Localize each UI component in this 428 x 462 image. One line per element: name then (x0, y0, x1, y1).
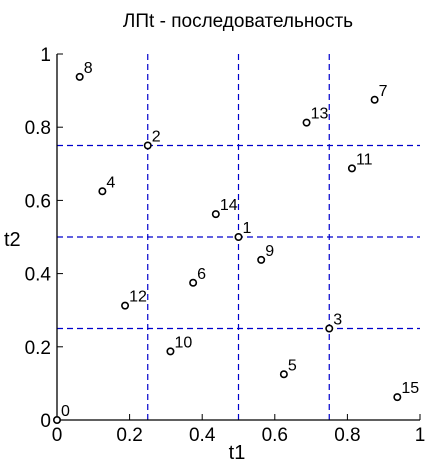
data-point (393, 393, 402, 402)
data-point (121, 301, 130, 310)
point-label: 14 (220, 197, 238, 214)
y-tick-label: 0.2 (25, 338, 51, 359)
y-tick-label: 0.4 (25, 265, 52, 286)
x-tick-label: 0.6 (262, 425, 288, 446)
point-label: 6 (197, 266, 206, 283)
y-axis-label: t2 (4, 229, 21, 251)
chart-title: ЛПt - последовательность (123, 11, 353, 32)
data-point (189, 278, 198, 287)
point-label: 11 (356, 151, 373, 168)
x-tick-label: 0.8 (334, 425, 360, 446)
data-point (347, 164, 356, 173)
point-label: 7 (379, 83, 388, 100)
data-point (370, 95, 379, 104)
point-label: 4 (106, 174, 115, 191)
data-point (166, 347, 175, 356)
point-label: 8 (84, 60, 93, 77)
point-label: 2 (152, 129, 161, 146)
x-tick-label: 0.4 (189, 425, 216, 446)
y-tick-label: 0.8 (25, 118, 51, 139)
data-point (279, 370, 288, 379)
point-label: 12 (129, 289, 147, 306)
point-label: 3 (333, 312, 342, 329)
axes (56, 54, 420, 421)
point-label: 5 (288, 357, 297, 374)
y-tick-label: 0 (40, 411, 51, 432)
data-point (257, 255, 266, 264)
data-point (325, 324, 334, 333)
x-axis-label: t1 (229, 442, 246, 462)
point-label: 15 (401, 380, 419, 397)
data-point (75, 72, 84, 81)
x-tick-label: 0 (52, 425, 63, 446)
x-ticks: 0 0.2 0.4 0.6 0.8 1 (52, 414, 426, 446)
point-label: 9 (265, 243, 274, 260)
x-tick-label: 0.2 (116, 425, 142, 446)
y-tick-label: 0.6 (25, 191, 51, 212)
data-point (211, 210, 220, 219)
y-tick-label: 1 (40, 45, 51, 66)
point-label: 10 (174, 334, 192, 351)
data-point (52, 415, 61, 424)
data-point (143, 141, 152, 150)
data-point (98, 187, 107, 196)
data-point (302, 118, 311, 127)
point-label: 1 (243, 220, 252, 237)
point-label: 13 (311, 106, 329, 123)
point-label: 0 (61, 403, 70, 420)
x-tick-label: 1 (415, 425, 426, 446)
y-ticks: 0 0.2 0.4 0.6 0.8 1 (25, 45, 63, 432)
data-point (234, 233, 243, 242)
